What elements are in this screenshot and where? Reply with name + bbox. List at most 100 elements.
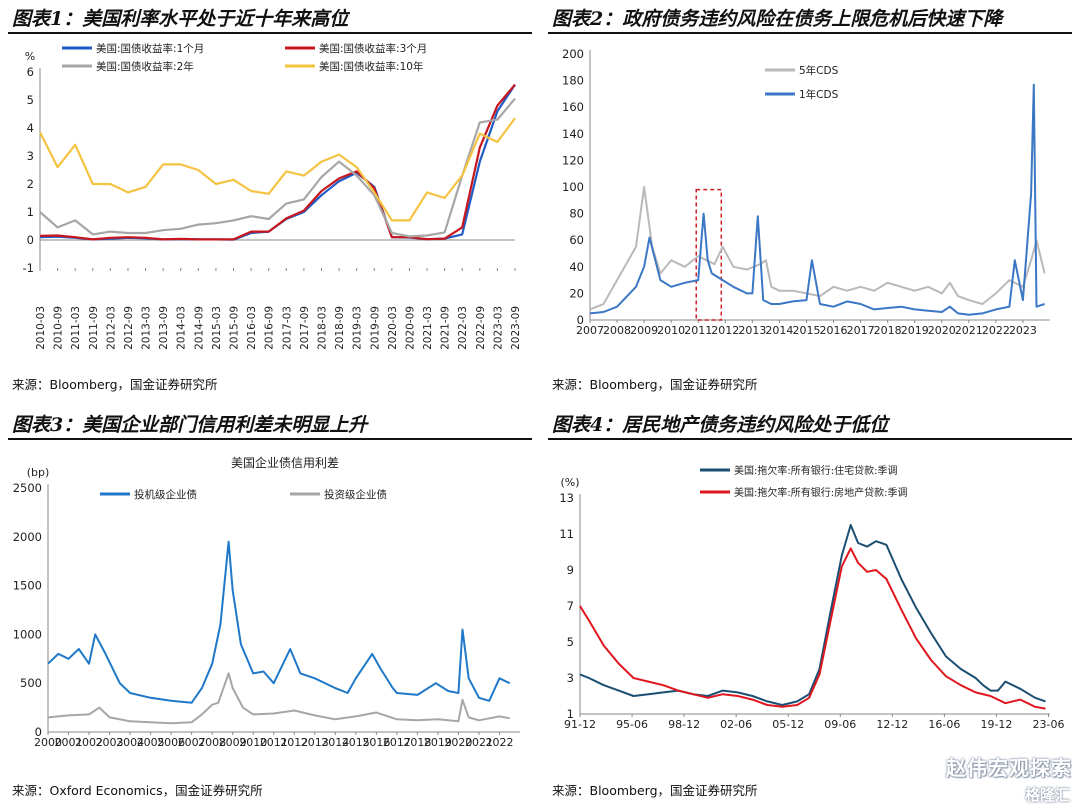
legend-label: 美国:国债收益率:3个月 — [319, 42, 427, 55]
y-axis-label: (%) — [560, 476, 579, 489]
y-tick-label: 11 — [559, 527, 574, 541]
title-rule — [8, 32, 532, 34]
x-tick-label: 2018-03 — [316, 306, 328, 350]
y-tick-label: 180 — [562, 74, 584, 88]
y-tick-label: 5 — [27, 93, 34, 107]
x-tick-label: 2008 — [603, 324, 631, 337]
chart4-title: 图表4：居民地产债务违约风险处于低位 — [552, 414, 889, 436]
y-tick-label: 13 — [559, 491, 574, 505]
series-line-1 — [47, 672, 510, 725]
legend-label: 1年CDS — [799, 88, 839, 101]
x-tick-label: 2010-03 — [35, 306, 47, 350]
y-tick-label: 3 — [27, 149, 34, 163]
chart1-svg: -1 0 1 2 3 4 5 6 2010-03 2010-09 2011-03 2011-09 201… — [23, 42, 522, 350]
title-rule — [548, 438, 1072, 440]
x-tick-label: 2022 — [485, 736, 513, 749]
series-line-1 — [589, 83, 1045, 316]
y-tick-label: -1 — [23, 261, 34, 275]
x-tick-label: 2003 — [96, 736, 124, 749]
legend-label: 投机级企业债 — [134, 488, 197, 501]
y-tick-label: 3 — [567, 671, 574, 685]
x-tick-label: 2009 — [630, 324, 658, 337]
chart1-source: 来源：Bloomberg，国金证券研究所 — [12, 377, 218, 392]
x-tick-label: 2022-03 — [457, 306, 469, 350]
y-tick-label: 2 — [27, 177, 34, 191]
x-tick-label: 2009 — [219, 736, 247, 749]
y-tick-label: 80 — [569, 207, 584, 221]
x-tick-label: 2018 — [874, 324, 902, 337]
y-tick-label: 1 — [567, 707, 574, 721]
x-tick-label: 2013-03 — [141, 306, 153, 350]
x-tick-label: 2013 — [301, 736, 329, 749]
series-line-1 — [579, 547, 1046, 710]
x-tick-label: 2013-09 — [158, 306, 170, 350]
watermark-text: 赵伟宏观探索 — [946, 756, 1072, 780]
legend-label: 投资级企业债 — [324, 488, 387, 501]
series-line-0 — [579, 524, 1046, 706]
x-tick-label: 2020 — [444, 736, 472, 749]
x-tick-label: 2015-03 — [211, 306, 223, 350]
x-tick-label: 2011-09 — [88, 306, 100, 350]
x-tick-label: 2010 — [657, 324, 685, 337]
watermark-brand: 格隆汇 — [1024, 786, 1070, 804]
y-tick-label: 40 — [569, 260, 584, 274]
series-line-0 — [39, 83, 516, 241]
x-tick-label: 2010-09 — [53, 306, 65, 350]
x-tick-label: 2014-09 — [193, 306, 205, 350]
x-tick-label: 2016-09 — [264, 306, 276, 350]
x-tick-label: 2017 — [847, 324, 875, 337]
x-tick-label: 2016 — [820, 324, 848, 337]
x-tick-label: 2018 — [403, 736, 431, 749]
x-tick-label: 05-12 — [772, 718, 804, 731]
x-tick-label: 2006 — [157, 736, 185, 749]
x-tick-label: 2012-03 — [105, 306, 117, 350]
panel-gov-cds: 图表2：政府债务违约风险在债务上限危机后快速下降 0 20 40 60 80 100 120… — [540, 0, 1080, 405]
y-tick-label: 6 — [27, 65, 34, 79]
x-tick-label: 2020-03 — [387, 306, 399, 350]
y-tick-label: 140 — [562, 127, 584, 141]
legend-label: 美国:国债收益率:10年 — [319, 60, 423, 73]
x-tick-label: 2011 — [684, 324, 712, 337]
x-tick-label: 02-06 — [720, 718, 752, 731]
x-tick-label: 2017-03 — [281, 306, 293, 350]
legend-label: 美国:国债收益率:2年 — [96, 60, 194, 73]
x-tick-label: 2018-09 — [334, 306, 346, 350]
chart2-title: 图表2：政府债务违约风险在债务上限危机后快速下降 — [552, 8, 1003, 30]
series-line-0 — [47, 540, 511, 704]
x-tick-label: 98-12 — [668, 718, 700, 731]
x-tick-label: 2016-03 — [246, 306, 258, 350]
chart2-source: 来源：Bloomberg，国金证券研究所 — [552, 377, 758, 392]
x-tick-label: 95-06 — [616, 718, 648, 731]
x-tick-label: 2010 — [239, 736, 267, 749]
x-tick-label: 2007 — [576, 324, 604, 337]
x-tick-label: 2023-03 — [492, 306, 504, 350]
legend-label: 5年CDS — [799, 64, 839, 77]
title-rule — [548, 32, 1072, 34]
x-tick-label: 09-06 — [824, 718, 856, 731]
series-line-3 — [39, 117, 516, 222]
x-tick-label: 2014 — [321, 736, 349, 749]
y-tick-label: 2500 — [13, 481, 42, 495]
y-tick-label: 1 — [27, 205, 34, 219]
y-tick-label: 1500 — [13, 579, 42, 593]
legend-label: 美国:拖欠率:所有银行:住宅贷款:季调 — [734, 464, 897, 477]
panel-credit-spread: 图表3：美国企业部门信用利差未明显上升 0 500 1000 1500 2000 2500… — [0, 406, 540, 811]
y-tick-label: 5 — [567, 635, 574, 649]
y-tick-label: 2000 — [13, 530, 42, 544]
chart3-source: 来源：Oxford Economics，国金证券研究所 — [12, 783, 263, 798]
y-tick-label: 0 — [577, 313, 584, 327]
y-tick-label: 0 — [27, 233, 34, 247]
x-tick-label: 2019-03 — [352, 306, 364, 350]
highlight-box — [695, 188, 723, 321]
x-tick-label: 2023 — [1009, 324, 1037, 337]
x-tick-label: 2021-09 — [440, 306, 452, 350]
x-tick-label: 2021 — [465, 736, 493, 749]
x-tick-label: 2005 — [137, 736, 165, 749]
x-tick-label: 2021 — [955, 324, 983, 337]
y-tick-label: 0 — [35, 725, 42, 739]
x-tick-label: 2007 — [178, 736, 206, 749]
panel-us-yields: 图表1：美国利率水平处于近十年来高位 -1 0 1 2 3 4 5 6 2010-03 2010-… — [0, 0, 540, 405]
x-tick-label: 12-12 — [876, 718, 908, 731]
x-tick-label: 2014-03 — [176, 306, 188, 350]
